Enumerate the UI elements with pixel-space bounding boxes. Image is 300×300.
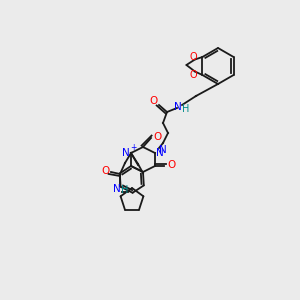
Text: N: N bbox=[174, 102, 182, 112]
Text: O: O bbox=[150, 96, 158, 106]
Text: O: O bbox=[189, 70, 197, 80]
Text: O: O bbox=[101, 166, 109, 176]
Text: O: O bbox=[154, 132, 162, 142]
Text: N: N bbox=[159, 145, 167, 155]
Text: +: + bbox=[130, 142, 136, 152]
Text: N: N bbox=[122, 148, 130, 158]
Text: H: H bbox=[182, 104, 190, 114]
Text: N: N bbox=[156, 148, 164, 158]
Text: O: O bbox=[189, 52, 197, 61]
Text: O: O bbox=[167, 160, 175, 170]
Text: N: N bbox=[113, 184, 121, 194]
Text: H: H bbox=[121, 185, 129, 195]
